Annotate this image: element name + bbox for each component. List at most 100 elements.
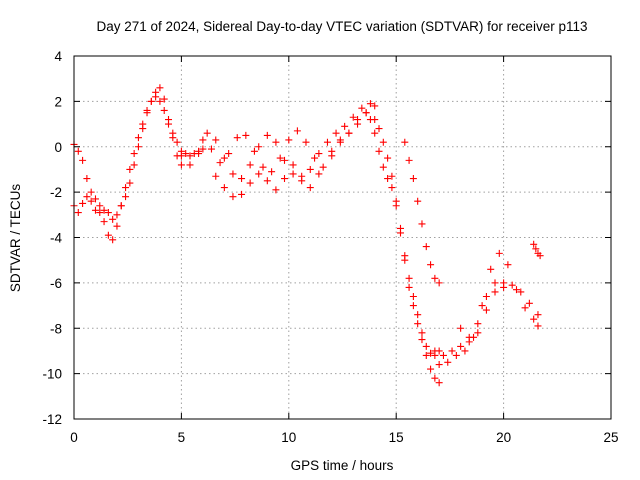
data-point (379, 138, 387, 146)
chart-title: Day 271 of 2024, Sidereal Day-to-day VTE… (97, 19, 588, 34)
data-point (491, 288, 499, 296)
data-point (302, 138, 310, 146)
data-point (281, 156, 289, 164)
y-tick-label: -8 (50, 321, 62, 336)
data-point (259, 163, 267, 171)
data-point (457, 324, 465, 332)
data-point (117, 202, 125, 210)
x-tick-labels: 0 5 10 15 20 25 (70, 430, 618, 445)
y-tick-label: 0 (54, 140, 62, 155)
data-point (173, 138, 181, 146)
data-point (409, 302, 417, 310)
plot-frame (73, 55, 612, 420)
data-point (422, 342, 430, 350)
series-satellite-track-5 (212, 161, 323, 201)
data-point (534, 311, 542, 319)
data-point (220, 184, 228, 192)
data-point (186, 161, 194, 169)
data-point (495, 249, 503, 257)
series-satellite-track-8 (401, 138, 443, 287)
data-point (405, 283, 413, 291)
data-point (225, 150, 233, 158)
data-point (336, 138, 344, 146)
data-point (418, 336, 426, 344)
data-point (362, 109, 370, 117)
data-point (91, 206, 99, 214)
data-point (418, 329, 426, 337)
data-point (212, 136, 220, 144)
y-tick-label: 2 (54, 94, 62, 109)
data-point (414, 197, 422, 205)
data-point (229, 170, 237, 178)
data-point (536, 252, 544, 260)
data-point (156, 84, 164, 92)
data-point (431, 347, 439, 355)
data-point (354, 116, 362, 124)
data-points-layer (70, 84, 544, 387)
data-point (169, 134, 177, 142)
data-point (379, 163, 387, 171)
data-point (388, 184, 396, 192)
x-tick-label: 25 (603, 430, 618, 445)
y-tick-label: -10 (42, 367, 62, 382)
data-point (487, 265, 495, 273)
data-point (427, 261, 435, 269)
data-point (272, 186, 280, 194)
data-point (156, 97, 164, 105)
data-point (233, 134, 241, 142)
data-point (530, 240, 538, 248)
data-point (104, 231, 112, 239)
data-point (74, 147, 82, 155)
data-point (375, 147, 383, 155)
data-point (199, 136, 207, 144)
data-point (392, 202, 400, 210)
series-satellite-track-6 (328, 109, 443, 387)
data-point (345, 129, 353, 137)
series-satellite-track-7 (362, 109, 443, 359)
data-point (143, 109, 151, 117)
data-point (160, 95, 168, 103)
data-point (439, 351, 447, 359)
x-axis-label: GPS time / hours (291, 458, 394, 473)
data-point (457, 342, 465, 350)
data-point (512, 286, 520, 294)
data-point (130, 150, 138, 158)
data-point (491, 279, 499, 287)
data-point (104, 209, 112, 217)
data-point (349, 113, 357, 121)
data-point (147, 97, 155, 105)
data-point (152, 93, 160, 101)
data-point (431, 374, 439, 382)
data-point (478, 302, 486, 310)
data-point (199, 145, 207, 153)
data-point (212, 172, 220, 180)
data-point (276, 154, 284, 162)
y-tick-label: 4 (54, 49, 62, 64)
data-point (405, 274, 413, 282)
data-point (250, 147, 258, 155)
data-point (306, 165, 314, 173)
data-point (500, 283, 508, 291)
x-tick-label: 20 (496, 430, 511, 445)
data-point (255, 170, 263, 178)
data-point (358, 104, 366, 112)
data-point (263, 177, 271, 185)
data-point (375, 125, 383, 133)
data-point (96, 209, 104, 217)
data-point (465, 333, 473, 341)
data-point (414, 311, 422, 319)
series-satellite-track-9 (431, 279, 542, 359)
data-point (508, 281, 516, 289)
data-point (134, 143, 142, 151)
data-point (229, 193, 237, 201)
data-point (216, 159, 224, 167)
data-point (160, 106, 168, 114)
data-point (384, 175, 392, 183)
data-point (461, 347, 469, 355)
y-tick-label: -4 (50, 231, 62, 246)
y-tick-label: -12 (42, 412, 62, 427)
data-point (83, 193, 91, 201)
series-satellite-track-10 (435, 249, 542, 369)
x-tick-label: 5 (178, 430, 186, 445)
